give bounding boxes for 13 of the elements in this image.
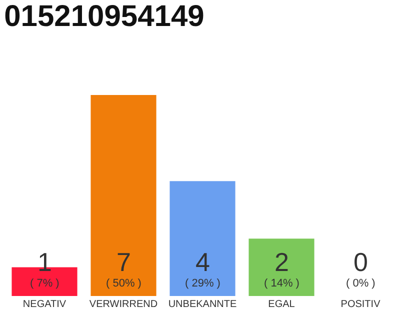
x-tick-label: UNBEKANNTE [168,299,237,310]
data-label: 0 ( 0% ) [346,247,376,290]
bar [248,238,314,296]
x-tick-label: NEGATIV [22,299,66,310]
x-tick-label: POSITIV [340,299,381,310]
chart-title: 015210954149 [4,0,204,33]
bar [90,95,156,296]
bar [170,181,236,296]
x-tick-label: VERWIRREND [89,299,158,310]
data-label: 2 ( 14% ) [264,247,300,290]
x-tick-label: EGAL [268,299,296,310]
data-label: 4 ( 29% ) [185,247,220,290]
data-label: 7 ( 50% ) [106,247,142,290]
